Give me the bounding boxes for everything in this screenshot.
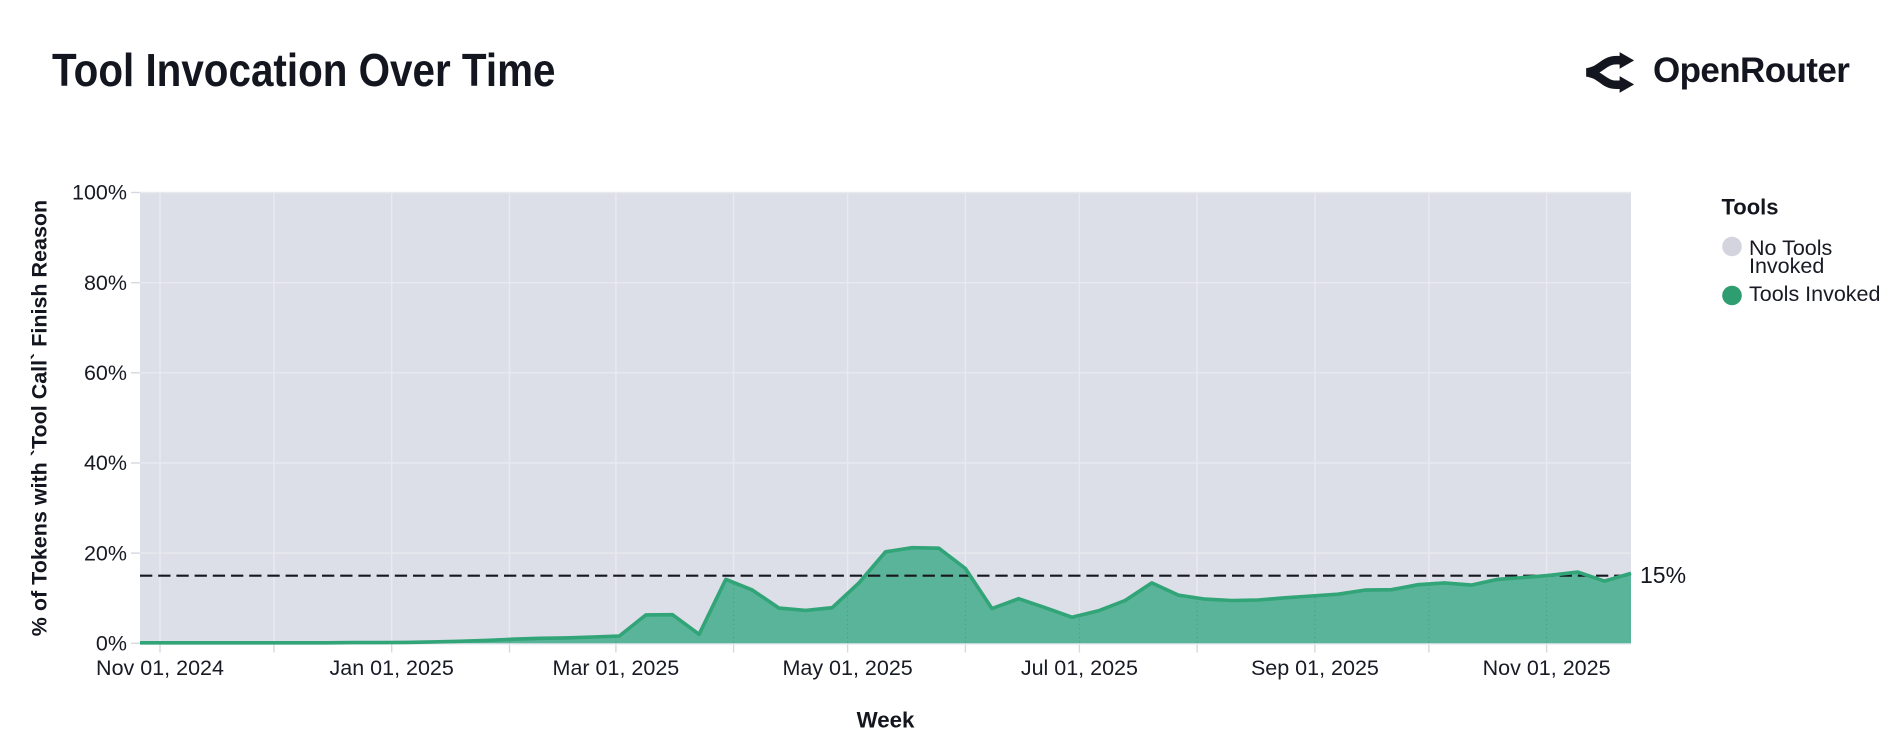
svg-text:May 01, 2025: May 01, 2025 <box>782 656 912 680</box>
svg-text:Mar 01, 2025: Mar 01, 2025 <box>553 656 680 680</box>
svg-text:Week: Week <box>857 708 915 733</box>
svg-text:15%: 15% <box>1640 562 1686 588</box>
svg-text:60%: 60% <box>84 361 127 385</box>
svg-text:Jul 01, 2025: Jul 01, 2025 <box>1021 656 1138 680</box>
svg-text:Nov 01, 2024: Nov 01, 2024 <box>96 656 224 680</box>
svg-text:100%: 100% <box>72 181 127 205</box>
svg-text:0%: 0% <box>96 632 127 656</box>
svg-text:40%: 40% <box>84 451 127 475</box>
svg-text:Jan 01, 2025: Jan 01, 2025 <box>330 656 454 680</box>
svg-text:Tools: Tools <box>1722 195 1779 220</box>
svg-text:80%: 80% <box>84 271 127 295</box>
svg-text:Nov 01, 2025: Nov 01, 2025 <box>1483 656 1611 680</box>
svg-text:No Tools: No Tools <box>1749 236 1832 260</box>
svg-text:20%: 20% <box>84 541 127 565</box>
svg-text:Sep 01, 2025: Sep 01, 2025 <box>1251 656 1379 680</box>
svg-text:Tools Invoked: Tools Invoked <box>1749 282 1880 306</box>
svg-text:% of Tokens with `Tool Call` F: % of Tokens with `Tool Call` Finish Reas… <box>28 200 52 636</box>
svg-text:Invoked: Invoked <box>1749 254 1824 278</box>
